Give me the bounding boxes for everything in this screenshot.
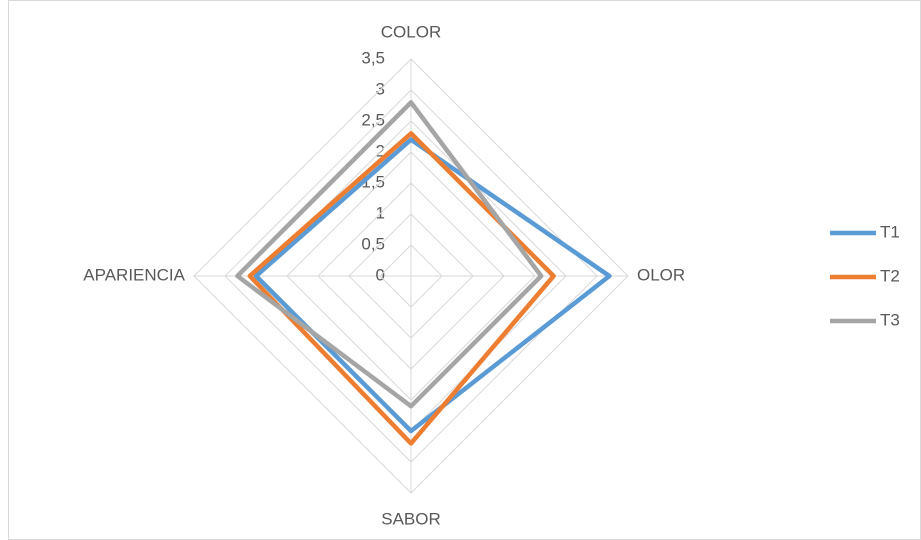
grid-ring [379,244,443,308]
category-label: COLOR [381,22,441,41]
tick-label: 0 [376,265,385,284]
tick-label: 3 [376,79,385,98]
tick-label: 2,5 [361,110,385,129]
grid-ring [193,58,629,494]
grid-ring [286,151,536,401]
category-label: OLOR [637,265,685,284]
category-label: APARIENCIA [83,265,185,284]
grid-ring [224,89,598,463]
tick-label: 3,5 [361,48,385,67]
legend-label: T3 [880,310,900,329]
category-label: SABOR [381,509,441,528]
series-line [235,100,544,409]
grid-ring [348,213,474,339]
tick-label: 0,5 [361,234,385,253]
series-line [253,137,612,434]
chart-frame [8,0,921,540]
tick-label: 2 [376,141,385,160]
legend-label: T2 [880,266,900,285]
tick-label: 1 [376,203,385,222]
grid-ring [317,182,505,370]
legend-label: T1 [880,222,900,241]
